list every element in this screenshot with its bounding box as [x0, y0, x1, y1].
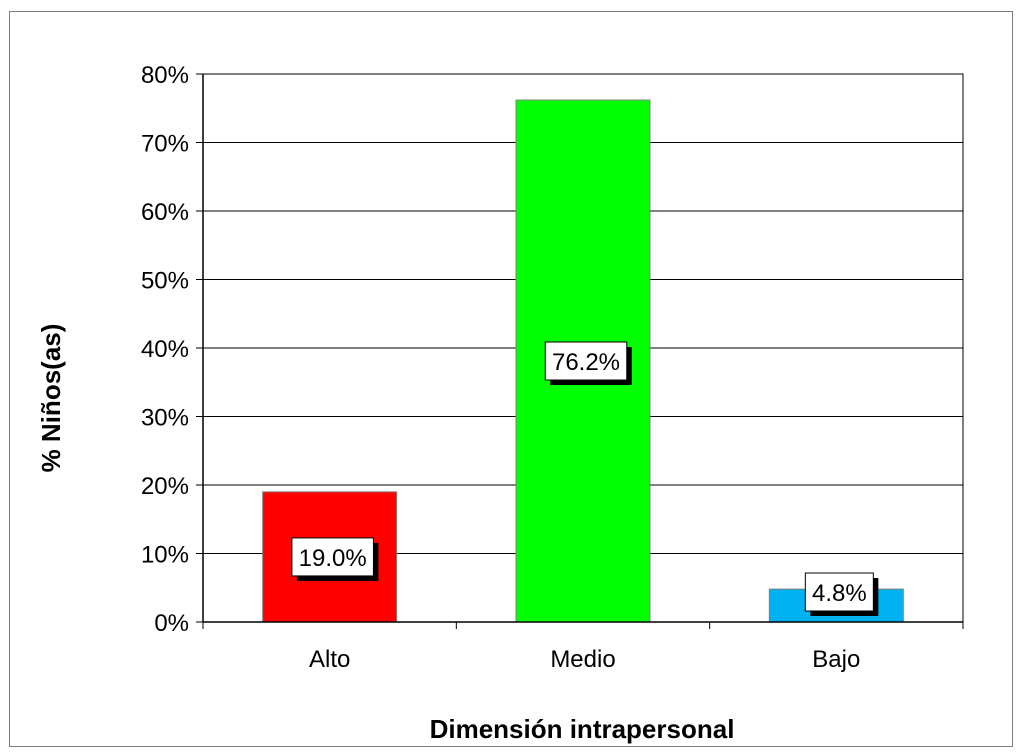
chart-frame — [9, 11, 1013, 747]
y-tick-label: 40% — [141, 336, 189, 363]
x-tick-label-alto: Alto — [309, 646, 350, 673]
data-label-bajo: 4.8% — [804, 572, 879, 616]
y-tick-label: 70% — [141, 131, 189, 158]
data-label-text: 4.8% — [812, 580, 867, 607]
y-tick-label: 50% — [141, 268, 189, 295]
data-label-alto: 19.0% — [291, 537, 379, 581]
y-tick-labels: 0% 10% 20% 30% 40% 50% 60% 70% 80% — [141, 62, 189, 637]
data-label-box — [544, 341, 628, 381]
x-axis-title: Dimensión intrapersonal — [430, 714, 735, 744]
y-tick-label: 80% — [141, 62, 189, 89]
x-tick-label-medio: Medio — [550, 646, 615, 673]
y-tick-label: 0% — [154, 610, 189, 637]
y-tick-label: 20% — [141, 473, 189, 500]
data-labels: 19.0% 76.2% 4.8% — [291, 341, 879, 616]
y-tick-label: 10% — [141, 542, 189, 569]
data-label-box — [804, 572, 874, 612]
data-label-text: 19.0% — [299, 545, 367, 572]
y-tick-label: 30% — [141, 405, 189, 432]
x-tick-labels: Alto Medio Bajo — [309, 646, 860, 673]
x-tick-label-bajo: Bajo — [812, 646, 860, 673]
axes — [196, 73, 964, 629]
data-label-box — [291, 537, 374, 577]
y-tick-label: 60% — [141, 199, 189, 226]
data-label-medio: 76.2% — [544, 341, 632, 386]
data-label-text: 76.2% — [552, 349, 620, 376]
y-axis-title: % Niños(as) — [36, 324, 66, 473]
